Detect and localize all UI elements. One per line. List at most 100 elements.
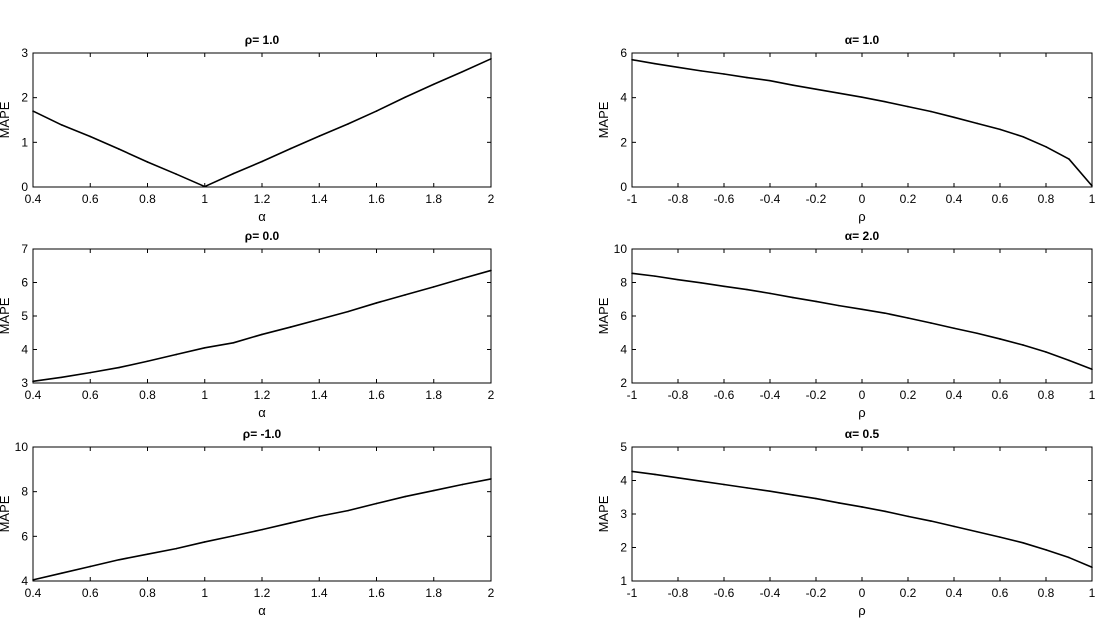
data-point	[490, 478, 492, 480]
data-point	[146, 360, 149, 363]
data-point	[118, 148, 120, 150]
data-point	[792, 84, 794, 86]
data-point	[1022, 135, 1024, 138]
y-tick-label: 4	[620, 343, 627, 357]
data-point	[746, 487, 748, 489]
data-point	[432, 489, 435, 492]
data-point	[203, 541, 206, 543]
data-point	[1091, 566, 1093, 569]
x-tick-label: 0.6	[992, 192, 1009, 206]
data-point	[769, 292, 771, 295]
data-point	[289, 326, 292, 328]
data-point	[792, 494, 794, 496]
data-point	[930, 322, 932, 324]
y-axis-label: MAPE	[0, 495, 12, 532]
data-point	[32, 579, 34, 581]
data-point	[769, 490, 771, 493]
data-point	[1068, 359, 1070, 362]
data-point	[1045, 549, 1047, 551]
x-tick-label: 2	[488, 586, 495, 600]
plot-title: α= 1.0	[845, 33, 880, 47]
plot-title: α= 0.5	[845, 427, 880, 441]
x-tick-label: 0.6	[992, 586, 1009, 600]
data-point	[700, 282, 702, 284]
x-tick-label: 1	[1089, 192, 1096, 206]
data-point	[347, 310, 349, 313]
y-axis-label: MAPE	[596, 297, 611, 334]
plot-title: ρ= 1.0	[245, 33, 280, 47]
data-point	[953, 116, 955, 119]
data-point	[700, 70, 702, 72]
data-point	[261, 160, 263, 163]
x-tick-label: -0.4	[760, 388, 781, 402]
x-axis-label: ρ	[858, 603, 865, 618]
data-point	[700, 480, 702, 482]
data-point	[930, 520, 932, 522]
data-point	[261, 333, 263, 336]
data-point	[318, 515, 321, 518]
x-tick-label: 1.2	[254, 192, 271, 206]
y-axis-label: MAPE	[0, 297, 12, 334]
data-point	[884, 510, 886, 513]
data-point	[89, 371, 92, 374]
x-tick-label: -0.4	[760, 192, 781, 206]
data-point	[838, 92, 840, 94]
x-tick-label: 0.4	[946, 586, 963, 600]
x-tick-label: 0.8	[139, 388, 156, 402]
axes-frame	[32, 248, 492, 384]
x-tick-label: 0	[859, 388, 866, 402]
data-point	[631, 272, 633, 275]
data-point	[232, 342, 235, 344]
data-point	[999, 338, 1001, 340]
data-point	[432, 286, 435, 288]
y-tick-label: 5	[620, 440, 627, 454]
data-point	[861, 506, 863, 508]
x-tick-label: -0.8	[668, 388, 689, 402]
y-tick-label: 3	[620, 507, 627, 521]
data-point	[815, 497, 817, 500]
data-point	[203, 185, 206, 188]
data-point	[1068, 556, 1070, 559]
data-point	[1022, 542, 1024, 544]
subplot-4: α= 2.0 -1 -0.8 -0.6 -0.4 -0.2 0 0.2 0.4 0.6 0.8 1 2 4…	[596, 229, 1096, 420]
data-point	[861, 96, 863, 99]
x-tick-label: 0.4	[25, 192, 42, 206]
data-point	[999, 128, 1001, 131]
x-tick-label: 1	[1089, 586, 1096, 600]
plot-title: ρ= 0.0	[245, 229, 280, 243]
x-axis-label: α	[258, 405, 266, 420]
data-point	[261, 528, 263, 531]
y-tick-label: 0	[21, 180, 28, 194]
y-tick-label: 1	[21, 135, 28, 149]
data-point	[232, 535, 235, 537]
y-tick-label: 4	[21, 574, 28, 588]
data-point	[746, 288, 748, 291]
data-point	[953, 327, 955, 330]
subplot-3: ρ= 0.0 0.4 0.6 0.8 1 1.2 1.4 1.6 1.8 2 3 4 5 6 7 α MAPE	[0, 229, 495, 420]
x-tick-label: 0.6	[82, 388, 99, 402]
x-tick-label: 0.2	[900, 388, 917, 402]
x-tick-label: 1.8	[425, 192, 442, 206]
y-tick-label: 6	[21, 276, 28, 290]
y-tick-label: 6	[620, 46, 627, 60]
data-point	[118, 558, 120, 561]
x-tick-label: 0	[859, 586, 866, 600]
data-point	[490, 269, 492, 272]
data-point	[976, 530, 978, 533]
data-point	[461, 277, 464, 280]
data-point	[999, 536, 1001, 538]
x-tick-label: 1.8	[425, 388, 442, 402]
x-tick-label: 1.8	[425, 586, 442, 600]
data-point	[815, 88, 817, 90]
x-tick-label: 0.6	[82, 586, 99, 600]
x-tick-label: -0.2	[806, 192, 827, 206]
data-point	[976, 332, 978, 335]
y-tick-label: 8	[620, 276, 627, 290]
data-point	[375, 110, 378, 112]
x-tick-label: 0.2	[900, 586, 917, 600]
data-point	[375, 502, 378, 505]
x-tick-label: 0.4	[946, 192, 963, 206]
data-point	[907, 105, 909, 108]
data-point	[677, 278, 679, 281]
y-tick-label: 7	[21, 242, 28, 256]
